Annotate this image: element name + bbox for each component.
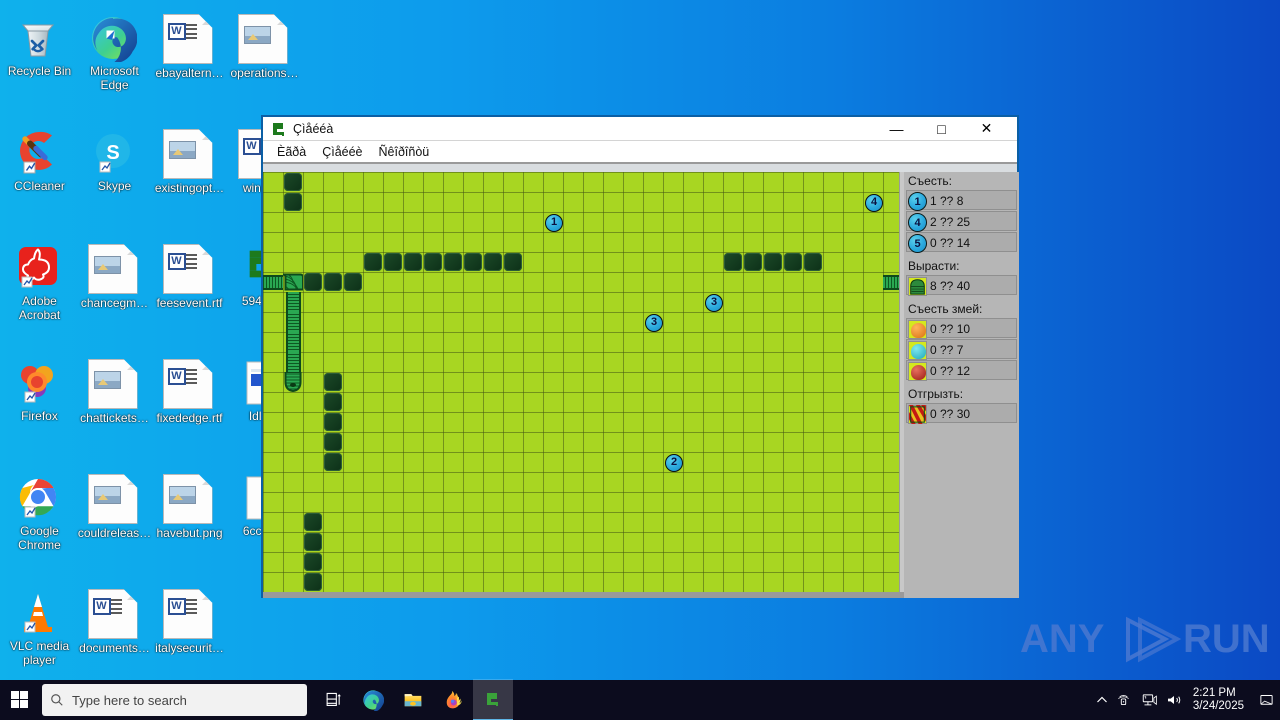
svg-text:ANY: ANY [1020, 617, 1105, 661]
svg-text:RUN: RUN [1183, 617, 1270, 661]
svg-text:S: S [106, 142, 119, 164]
